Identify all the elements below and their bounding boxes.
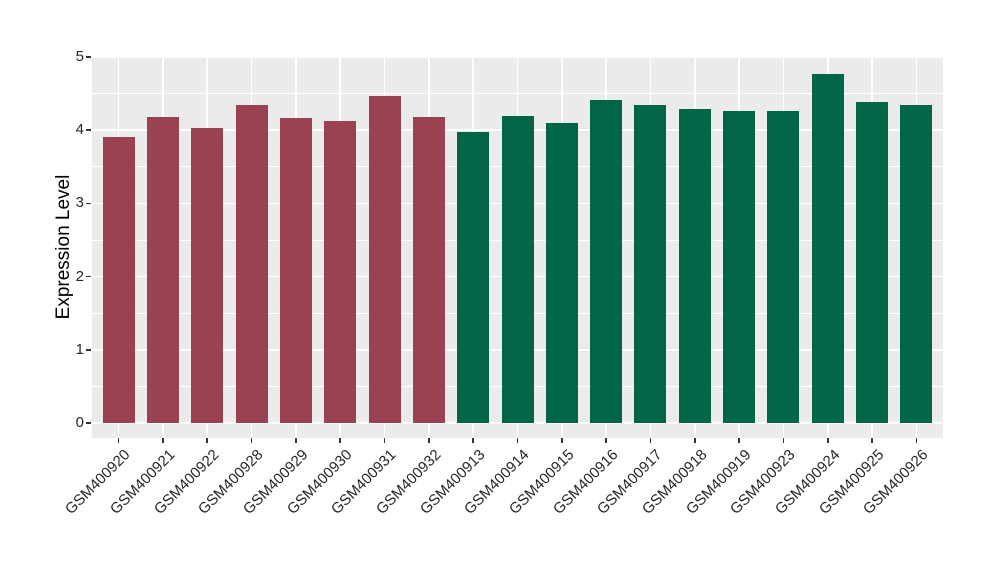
x-tick-mark <box>915 438 918 443</box>
y-tick-mark <box>86 129 91 131</box>
bar-GSM400932 <box>412 117 445 423</box>
bar-GSM400915 <box>545 122 578 423</box>
x-tick-mark <box>428 438 430 443</box>
plot-panel <box>92 56 943 438</box>
bar-GSM400919 <box>723 111 756 423</box>
x-tick-mark <box>561 438 563 443</box>
y-tick-mark <box>86 56 91 58</box>
x-tick-mark <box>117 438 120 443</box>
y-tick-label: 3 <box>75 194 84 212</box>
x-tick-mark <box>782 438 785 443</box>
bar-GSM400921 <box>146 117 179 423</box>
bar-GSM400913 <box>457 132 490 423</box>
bar-GSM400931 <box>368 95 401 423</box>
y-tick-label: 5 <box>75 48 84 65</box>
x-tick-mark <box>694 438 696 443</box>
x-tick-mark <box>827 438 829 443</box>
bar-GSM400925 <box>856 102 889 423</box>
bar-GSM400917 <box>634 105 667 423</box>
y-tick-mark <box>86 202 91 205</box>
bar-GSM400918 <box>678 108 711 423</box>
x-tick-mark <box>295 438 297 443</box>
y-tick-label: 4 <box>75 121 84 139</box>
y-tick-label: 2 <box>75 267 84 285</box>
bar-GSM400916 <box>590 100 623 423</box>
bar-GSM400914 <box>501 115 534 423</box>
x-tick-mark <box>472 438 474 443</box>
x-tick-mark <box>339 438 341 443</box>
bar-GSM400920 <box>102 136 135 423</box>
x-tick-mark <box>162 438 164 443</box>
bar-GSM400930 <box>324 121 357 423</box>
bar-GSM400924 <box>811 73 844 423</box>
bar-GSM400923 <box>767 111 800 423</box>
x-tick-mark <box>250 438 253 443</box>
bar-GSM400929 <box>279 118 312 423</box>
y-tick-mark <box>86 422 91 424</box>
y-tick-label: 0 <box>75 414 84 431</box>
x-tick-mark <box>871 438 873 443</box>
bar-GSM400922 <box>191 128 224 423</box>
x-tick-mark <box>383 438 386 443</box>
bar-GSM400926 <box>900 105 933 423</box>
x-tick-mark <box>206 438 208 443</box>
y-tick-label: 1 <box>75 340 84 358</box>
x-tick-mark <box>738 438 740 443</box>
y-tick-mark <box>86 349 91 351</box>
x-tick-mark <box>649 438 652 443</box>
x-tick-mark <box>516 438 519 443</box>
bar-GSM400928 <box>235 105 268 423</box>
x-tick-mark <box>605 438 607 443</box>
y-tick-mark <box>86 275 91 278</box>
